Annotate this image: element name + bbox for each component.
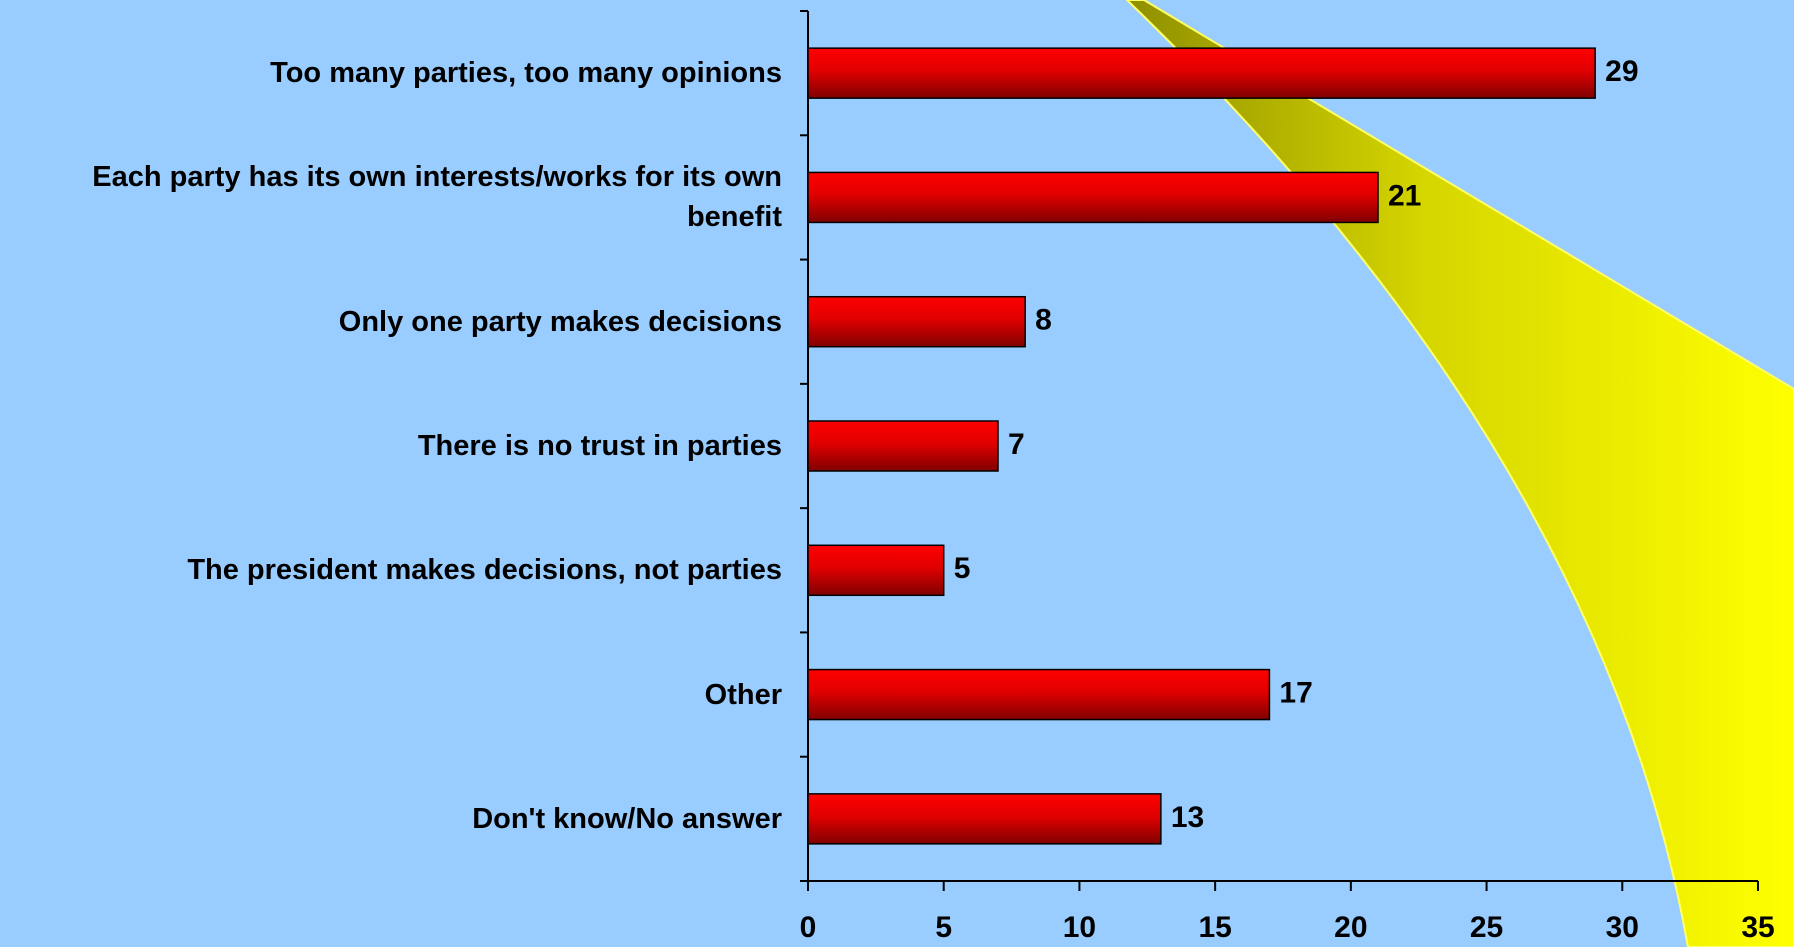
bar: [807, 420, 999, 472]
category-label: Only one party makes decisions: [338, 305, 782, 338]
data-label: 5: [954, 552, 971, 585]
category-label: The president makes decisions, not parti…: [187, 554, 782, 587]
category-label: Too many parties, too many opinions: [270, 57, 782, 90]
bar: [807, 544, 945, 597]
decoration-swoosh: [1125, 0, 1794, 947]
plot-area: 0 5 10 15 20 25 30 35 29 21 8 7 5 17 13: [800, 10, 1775, 944]
data-label: 29: [1605, 55, 1638, 88]
bar: [807, 295, 1026, 348]
x-tick-label: 25: [1470, 911, 1503, 944]
data-label: 7: [1008, 428, 1025, 461]
bar: [807, 793, 1162, 845]
category-label: Other: [704, 678, 782, 711]
category-label: Don't know/No answer: [472, 802, 782, 835]
x-tick-label: 20: [1334, 911, 1367, 944]
category-label: There is no trust in parties: [417, 430, 782, 462]
x-tick-label: 30: [1606, 911, 1639, 944]
data-label: 13: [1171, 801, 1204, 834]
bar: [807, 171, 1379, 224]
x-tick-label: 10: [1063, 911, 1096, 944]
x-tick-label: 5: [935, 911, 952, 944]
x-tick-label: 35: [1741, 911, 1774, 944]
bar: [807, 668, 1271, 721]
x-tick-label: 0: [800, 911, 817, 944]
x-tick-label: 15: [1198, 911, 1231, 944]
data-label: 8: [1035, 304, 1052, 337]
data-label: 17: [1279, 676, 1312, 709]
category-label: Each party has its own interests/works f…: [92, 161, 782, 234]
bar: [807, 47, 1596, 99]
data-label: 21: [1388, 179, 1421, 212]
